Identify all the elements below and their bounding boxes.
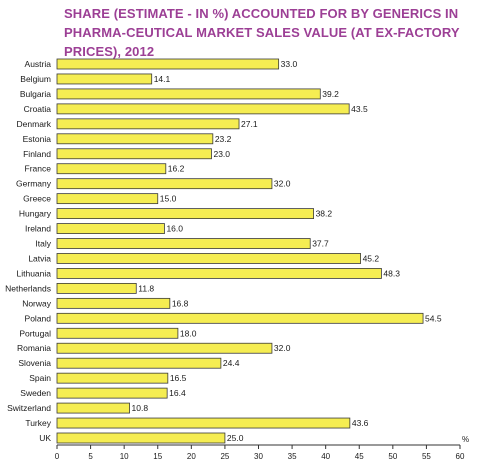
x-axis: 0 5 10 15 20 25 30 35 40 45 50 55 60% — [55, 435, 469, 461]
value-label-bulgaria: 39.2 — [322, 89, 339, 99]
value-label-romania: 32.0 — [274, 343, 291, 353]
bar-austria — [56, 58, 280, 70]
bar-lithuania — [56, 268, 382, 279]
bar-switzerland — [56, 402, 130, 414]
x-tick-label-5: 5 — [88, 452, 93, 461]
category-label-hungary: Hungary — [19, 209, 52, 219]
value-label-sweden: 16.4 — [169, 388, 186, 398]
chart-title: SHARE (ESTIMATE - IN %) ACCOUNTED FOR BY… — [64, 6, 460, 59]
value-label-uk: 25.0 — [227, 433, 244, 443]
value-label-portugal: 18.0 — [180, 328, 197, 338]
bar-turkey — [56, 417, 351, 429]
category-label-austria: Austria — [25, 59, 52, 69]
x-tick-label-15: 15 — [153, 452, 162, 461]
category-label-croatia: Croatia — [24, 104, 52, 114]
value-label-slovenia: 24.4 — [223, 358, 240, 368]
bar-netherlands — [56, 282, 137, 294]
value-label-switzerland: 10.8 — [132, 403, 149, 413]
value-label-italy: 37.7 — [312, 239, 329, 249]
category-label-belgium: Belgium — [20, 74, 51, 84]
category-label-turkey: Turkey — [25, 418, 51, 428]
category-label-germany: Germany — [16, 179, 52, 189]
value-label-hungary: 38.2 — [316, 209, 333, 219]
category-label-france: France — [25, 164, 52, 174]
value-label-finland: 23.0 — [213, 149, 230, 159]
category-label-finland: Finland — [23, 149, 51, 159]
category-label-bulgaria: Bulgaria — [20, 89, 51, 99]
value-label-estonia: 23.2 — [215, 134, 232, 144]
bar-estonia — [56, 133, 214, 145]
bar-finland — [56, 148, 212, 160]
bar-romania — [56, 342, 273, 354]
category-label-estonia: Estonia — [23, 134, 52, 144]
bar-slovenia — [56, 357, 222, 369]
value-label-ireland: 16.0 — [166, 224, 183, 234]
category-label-portugal: Portugal — [19, 328, 51, 338]
bar-bulgaria — [56, 88, 321, 100]
category-label-poland: Poland — [25, 313, 52, 323]
value-label-germany: 32.0 — [274, 179, 291, 189]
value-label-turkey: 43.6 — [352, 418, 369, 428]
value-label-spain: 16.5 — [170, 373, 187, 383]
x-unit-label: % — [462, 435, 469, 444]
x-tick-label-50: 50 — [388, 452, 397, 461]
bar-france — [56, 163, 167, 175]
value-label-denmark: 27.1 — [241, 119, 258, 129]
value-label-austria: 33.0 — [281, 59, 298, 69]
value-label-lithuania: 48.3 — [383, 268, 400, 278]
bar-spain — [56, 372, 169, 384]
bar-ireland — [56, 223, 165, 234]
value-label-poland: 54.5 — [425, 313, 442, 323]
category-label-netherlands: Netherlands — [5, 283, 51, 293]
bar-poland — [56, 312, 424, 324]
bar-portugal — [56, 327, 179, 339]
category-label-uk: UK — [39, 433, 51, 443]
value-label-france: 16.2 — [168, 164, 185, 174]
value-label-latvia: 45.2 — [363, 253, 380, 263]
x-tick-label-35: 35 — [288, 452, 297, 461]
value-label-belgium: 14.1 — [154, 74, 171, 84]
x-tick-label-20: 20 — [187, 452, 196, 461]
category-label-norway: Norway — [22, 298, 52, 308]
value-label-norway: 16.8 — [172, 298, 189, 308]
category-label-sweden: Sweden — [20, 388, 51, 398]
bar-greece — [56, 193, 159, 205]
x-tick-label-25: 25 — [220, 452, 229, 461]
x-tick-label-40: 40 — [321, 452, 330, 461]
bar-latvia — [56, 253, 361, 264]
bars-layer: Austria 33.0 Belgium 14.1 Bulgaria 39.2 Croati… — [5, 58, 442, 444]
category-label-latvia: Latvia — [28, 253, 51, 263]
x-tick-label-10: 10 — [120, 452, 129, 461]
bar-sweden — [56, 387, 168, 399]
category-label-italy: Italy — [35, 239, 51, 249]
category-label-greece: Greece — [23, 194, 51, 204]
bar-croatia — [56, 103, 350, 115]
bar-italy — [56, 238, 311, 249]
value-label-greece: 15.0 — [160, 194, 177, 204]
bar-hungary — [56, 208, 314, 220]
bar-denmark — [56, 118, 240, 130]
value-label-croatia: 43.5 — [351, 104, 368, 114]
value-label-netherlands: 11.8 — [138, 283, 154, 293]
category-label-slovenia: Slovenia — [18, 358, 51, 368]
bar-belgium — [56, 73, 153, 85]
category-label-ireland: Ireland — [25, 224, 51, 234]
x-tick-label-60: 60 — [456, 452, 465, 461]
category-label-switzerland: Switzerland — [7, 403, 51, 413]
bar-uk — [56, 432, 226, 444]
category-label-spain: Spain — [29, 373, 51, 383]
category-label-lithuania: Lithuania — [16, 268, 51, 278]
x-tick-label-30: 30 — [254, 452, 263, 461]
category-label-denmark: Denmark — [17, 119, 52, 129]
x-tick-label-0: 0 — [55, 452, 60, 461]
bar-germany — [56, 178, 273, 190]
x-tick-label-55: 55 — [422, 452, 431, 461]
bar-norway — [56, 297, 171, 309]
category-label-romania: Romania — [17, 343, 51, 353]
x-tick-label-45: 45 — [355, 452, 364, 461]
